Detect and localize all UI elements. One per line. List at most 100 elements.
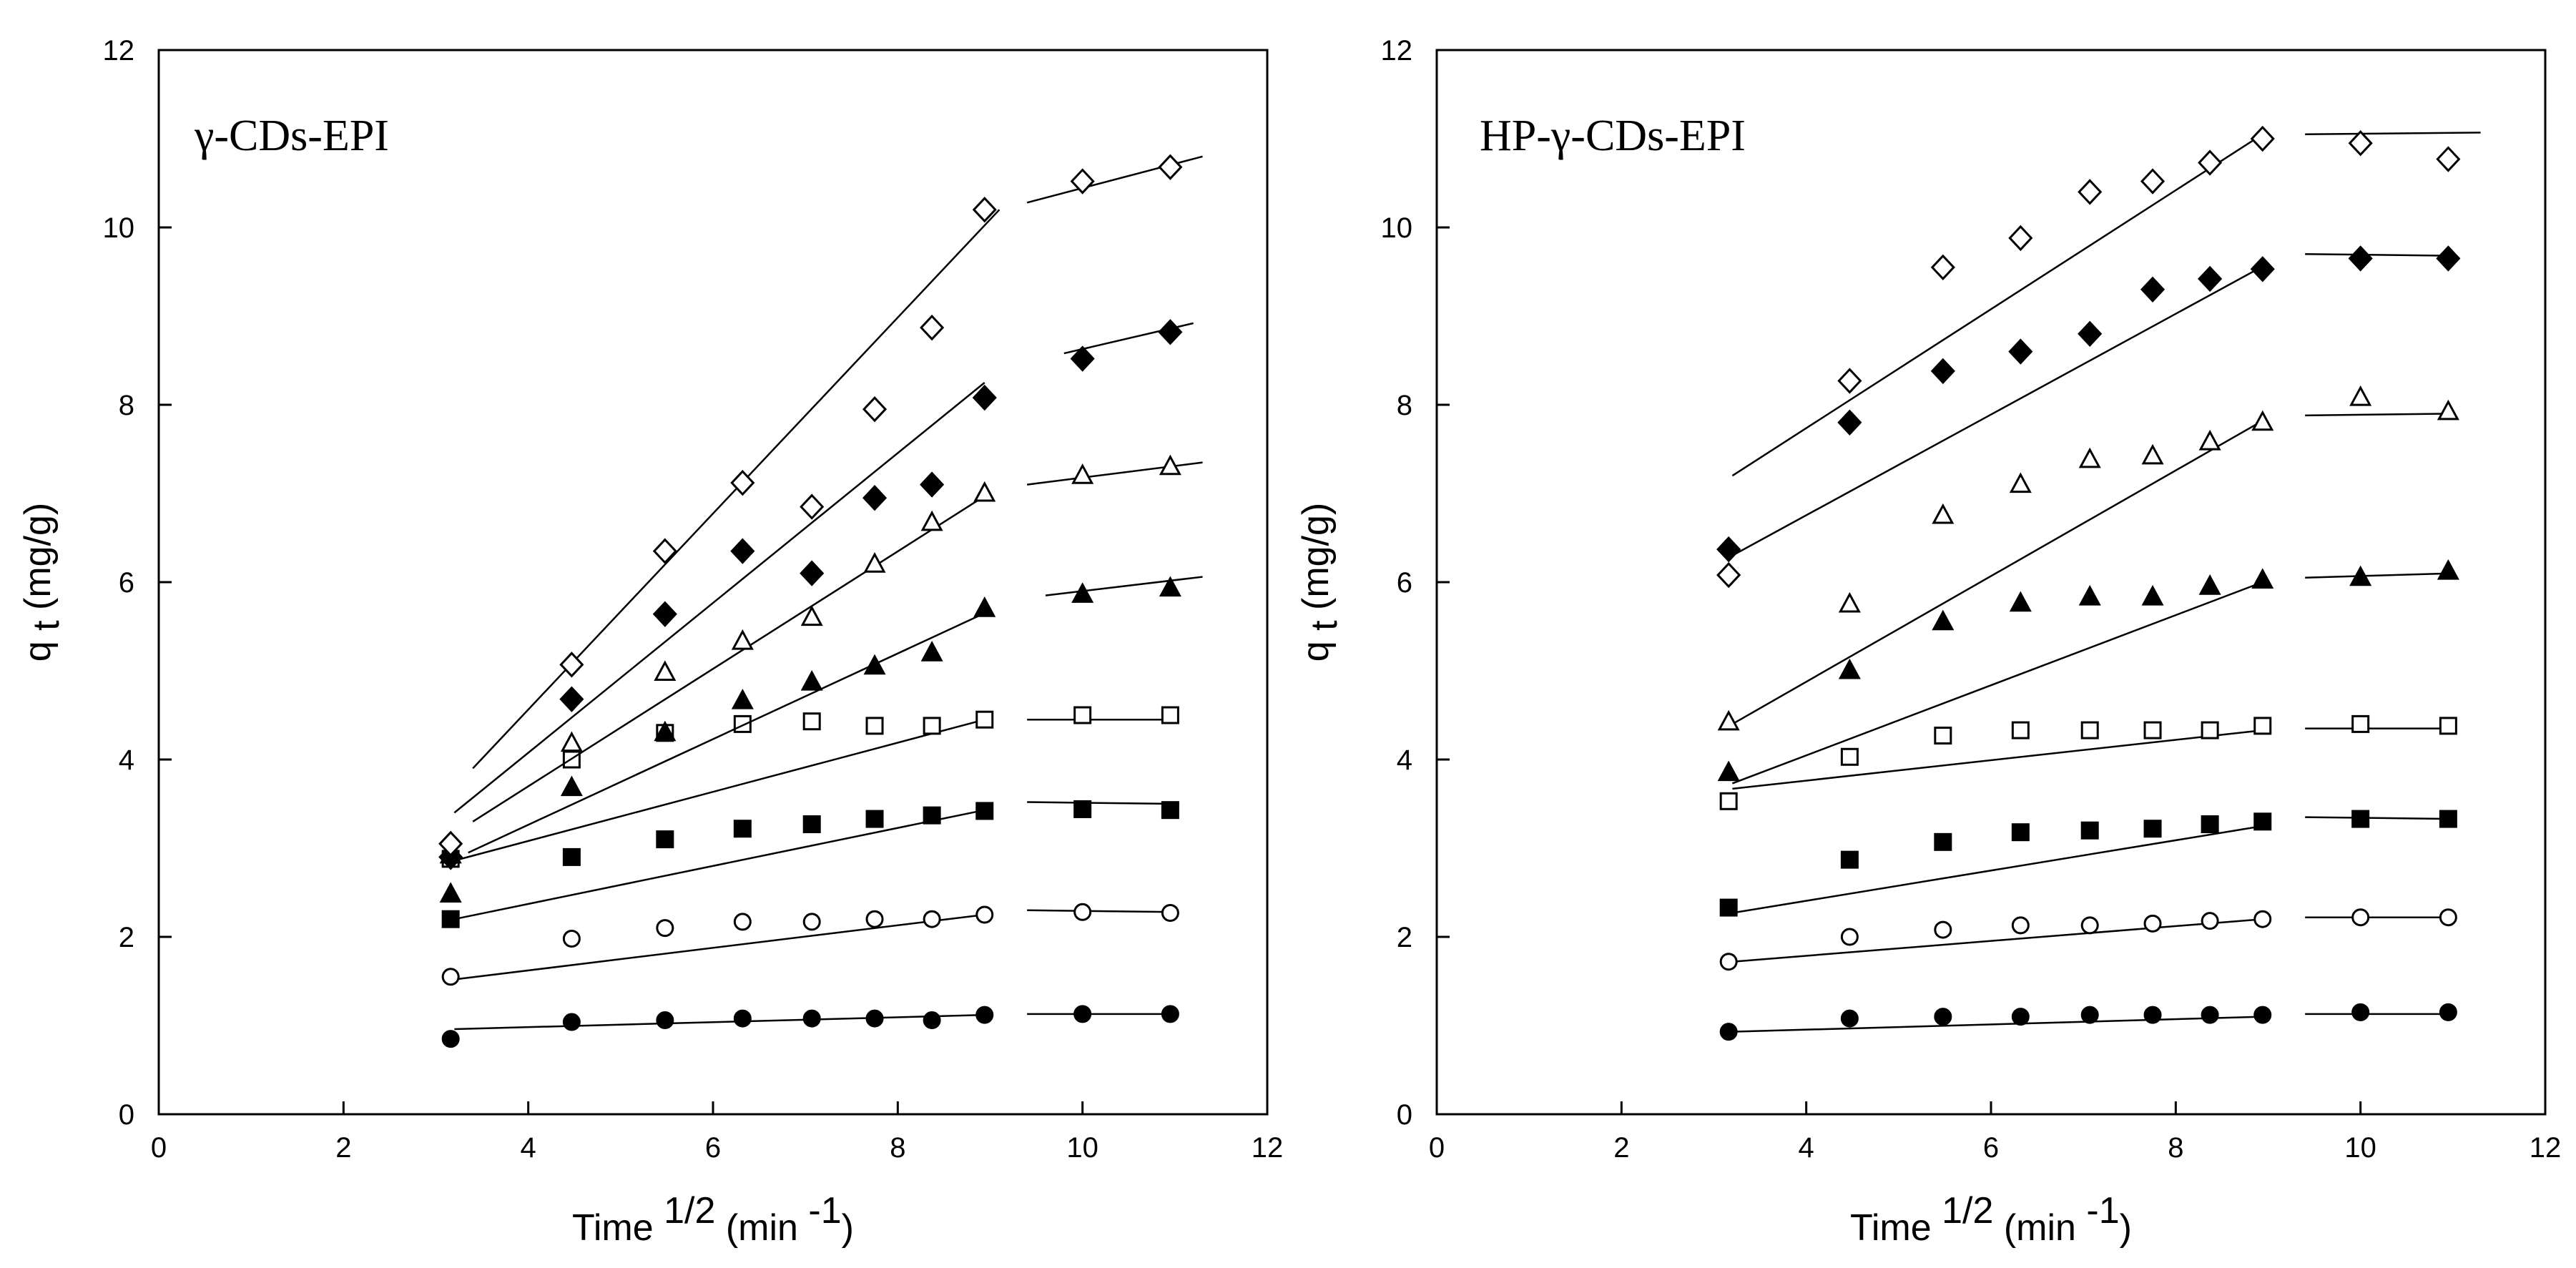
data-point: [975, 802, 994, 820]
data-point: [2078, 447, 2101, 468]
series-open-diamond: [438, 154, 1203, 857]
x-tick-label: 4: [521, 1132, 536, 1164]
series-filled-circle: [441, 1005, 1179, 1048]
x-tick-label: 0: [151, 1132, 167, 1164]
series-filled-diamond: [1716, 245, 2461, 563]
fit-line: [1731, 133, 2263, 477]
data-point: [2251, 568, 2274, 589]
data-point: [1837, 368, 1862, 394]
series-filled-triangle: [439, 576, 1203, 903]
y-tick-label: 8: [1397, 390, 1412, 421]
data-point: [923, 1011, 941, 1030]
data-point: [1159, 454, 1181, 476]
data-point: [2080, 1006, 2099, 1024]
data-point: [1840, 850, 1859, 869]
data-point: [2251, 410, 2274, 431]
data-point: [2009, 591, 2032, 612]
y-tick-label: 10: [1381, 212, 1413, 244]
data-point: [654, 720, 677, 742]
y-tick-label: 6: [119, 567, 134, 599]
data-point: [656, 830, 674, 849]
data-point: [802, 712, 821, 731]
data-point: [2348, 245, 2373, 272]
data-point: [1717, 760, 1740, 782]
data-point: [560, 775, 583, 797]
data-point: [1158, 319, 1183, 345]
data-point: [863, 654, 886, 675]
fit-line: [453, 382, 985, 814]
data-point: [730, 538, 755, 564]
data-point: [1161, 1005, 1179, 1023]
data-point: [654, 660, 677, 681]
data-point: [975, 905, 994, 924]
data-point: [1719, 1023, 1738, 1041]
fit-line: [472, 209, 1001, 770]
data-point: [923, 717, 941, 735]
data-point: [2349, 565, 2372, 586]
data-point: [2198, 149, 2223, 176]
data-point: [2351, 714, 2370, 733]
data-point: [2080, 721, 2099, 739]
x-tick-label: 10: [1066, 1132, 1098, 1164]
data-point: [920, 314, 945, 341]
data-point: [1932, 609, 1955, 631]
data-point: [731, 629, 754, 650]
data-point: [802, 1009, 821, 1028]
y-tick-label: 8: [119, 390, 134, 421]
data-point: [975, 710, 994, 729]
y-tick-label: 4: [119, 744, 134, 776]
data-point: [920, 510, 943, 531]
series-filled-square: [1719, 810, 2457, 917]
data-point: [562, 847, 581, 866]
fit-line: [1731, 265, 2263, 556]
data-point: [2011, 721, 2030, 739]
data-point: [562, 929, 581, 948]
chart-title: γ-CDs-EPI: [194, 112, 389, 160]
data-point: [560, 731, 583, 752]
data-point: [1934, 1008, 1952, 1026]
data-point: [1719, 898, 1738, 917]
plot-frame: [157, 49, 1269, 1116]
data-point: [1716, 561, 1741, 589]
data-point: [438, 844, 463, 870]
data-point: [2143, 721, 2162, 739]
data-point: [1837, 409, 1862, 436]
data-point: [2143, 1006, 2162, 1024]
data-point: [2078, 320, 2103, 347]
data-point: [2439, 717, 2457, 735]
data-point: [656, 919, 674, 938]
data-point: [1838, 591, 1861, 613]
data-point: [1932, 503, 1955, 524]
data-point: [2349, 385, 2372, 406]
series-open-square: [441, 706, 1179, 868]
series-open-square: [1719, 714, 2457, 810]
fit-line: [472, 495, 985, 822]
data-point: [865, 1009, 884, 1028]
data-point: [1934, 727, 1952, 745]
data-point: [2078, 584, 2101, 606]
data-point: [652, 538, 677, 564]
fit-line: [454, 1013, 985, 1031]
data-point: [439, 882, 462, 903]
data-point: [2253, 717, 2272, 735]
fit-line: [454, 718, 985, 862]
fit-line: [2305, 132, 2481, 136]
data-point: [1073, 706, 1092, 724]
data-point: [441, 1030, 460, 1048]
y-tick-label: 10: [103, 212, 135, 244]
fit-line: [1045, 576, 1203, 596]
fit-line: [2305, 413, 2453, 417]
series-filled-triangle: [1717, 559, 2459, 785]
y-tick-label: 6: [1397, 567, 1412, 599]
data-point: [1158, 154, 1183, 180]
data-point: [2201, 721, 2219, 739]
data-point: [800, 493, 825, 520]
data-point: [2253, 910, 2272, 928]
x-tick-label: 12: [2530, 1132, 2562, 1164]
data-point: [2078, 179, 2103, 205]
data-point: [652, 601, 677, 627]
series-filled-circle: [1719, 1003, 2457, 1041]
x-tick-label: 4: [1799, 1132, 1814, 1164]
fit-line: [2305, 572, 2453, 579]
